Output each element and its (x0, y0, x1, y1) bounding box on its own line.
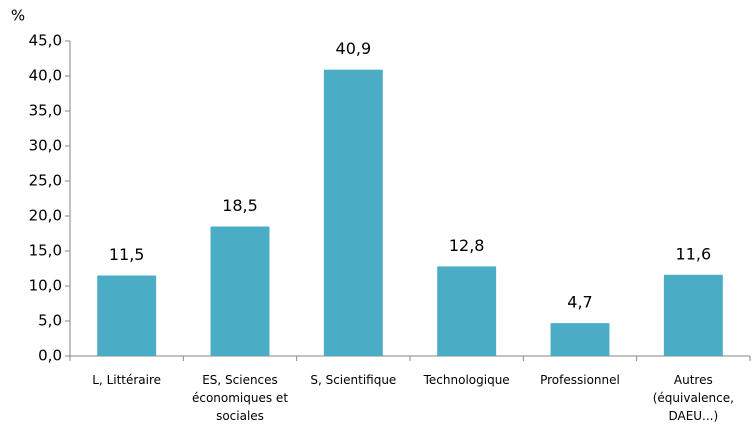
y-tick-label: 45,0 (29, 32, 62, 50)
y-tick-label: 15,0 (29, 242, 62, 260)
y-tick-label: 5,0 (38, 312, 62, 330)
bar (437, 266, 497, 356)
value-label: 40,9 (336, 39, 372, 58)
bar (550, 323, 610, 356)
bar (97, 275, 157, 356)
x-tick-label: Professionnel (540, 373, 620, 387)
x-tick-label: ES, Sciences économiques et sociales (192, 373, 288, 423)
y-tick-label: 40,0 (29, 67, 62, 85)
y-axis-label: % (11, 7, 25, 25)
value-label: 11,6 (676, 244, 712, 263)
x-tick-label: Technologique (423, 373, 510, 387)
value-label: 18,5 (222, 196, 258, 215)
x-tick-label: S, Scientifique (310, 373, 396, 387)
y-tick-label: 0,0 (38, 347, 62, 365)
y-tick-label: 30,0 (29, 137, 62, 155)
value-label: 11,5 (109, 245, 145, 264)
bar (663, 274, 723, 356)
x-tick-label: L, Littéraire (92, 373, 161, 387)
y-tick-label: 25,0 (29, 172, 62, 190)
y-tick-label: 35,0 (29, 102, 62, 120)
y-tick-label: 20,0 (29, 207, 62, 225)
x-tick-label: Autres (équivalence, DAEU...) (653, 373, 734, 423)
value-label: 12,8 (449, 236, 485, 255)
y-tick-label: 10,0 (29, 277, 62, 295)
bar (210, 226, 270, 356)
bar (323, 69, 383, 356)
value-label: 4,7 (567, 293, 592, 312)
